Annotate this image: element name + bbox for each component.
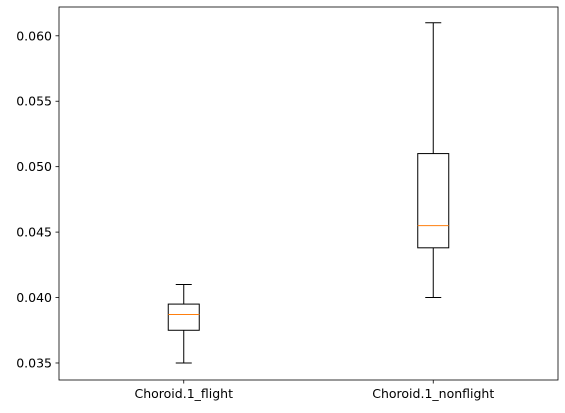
y-tick-label: 0.045 xyxy=(16,225,52,240)
y-tick-label: 0.055 xyxy=(16,94,52,109)
y-tick-label: 0.050 xyxy=(16,159,52,174)
x-tick-label: Choroid.1_nonflight xyxy=(372,386,494,401)
y-tick-label: 0.040 xyxy=(16,290,52,305)
y-tick-label: 0.060 xyxy=(16,28,52,43)
x-tick-label: Choroid.1_flight xyxy=(135,386,234,401)
plot-area: 0.035 0.040 0.045 0.050 0.055 0.060 Choroid.1_… xyxy=(16,6,559,401)
y-tick-label: 0.035 xyxy=(16,355,52,370)
axes-frame xyxy=(58,6,559,381)
iqr-box xyxy=(417,153,450,249)
iqr-box xyxy=(167,303,200,331)
